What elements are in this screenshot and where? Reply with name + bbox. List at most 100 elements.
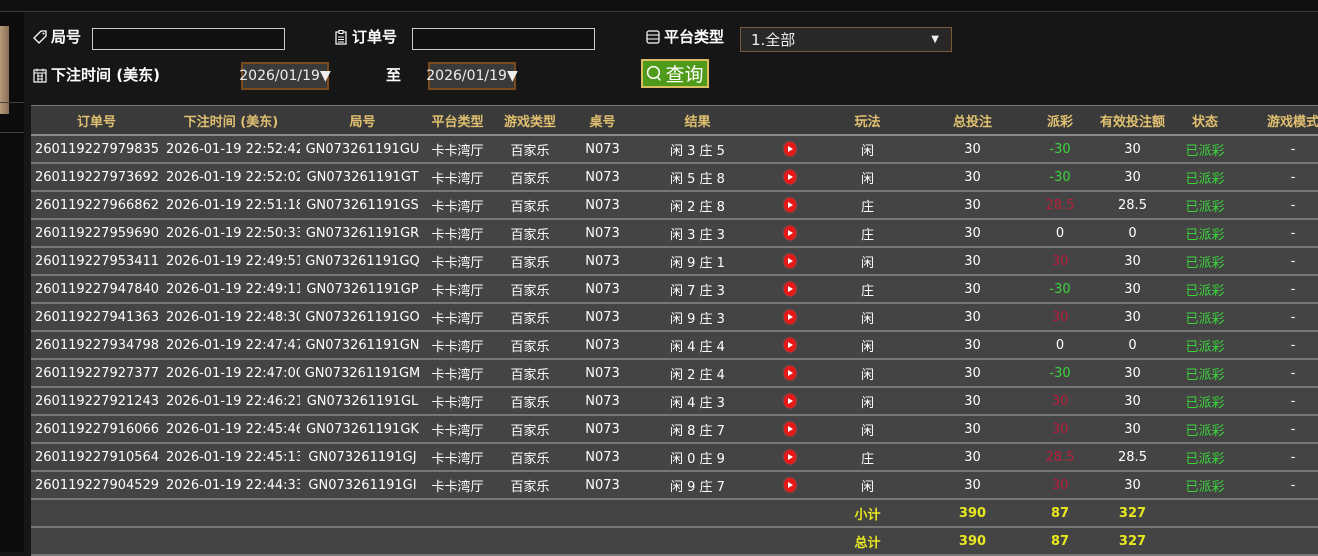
play-video-icon[interactable] (784, 394, 796, 408)
cell-valid: 30 (1090, 303, 1175, 332)
table-row: 260119227953411 2026-01-19 22:49:51 GN0732… (31, 247, 1318, 276)
round-label: 局号 (32, 26, 81, 47)
cell-time: 2026-01-19 22:45:13 (162, 443, 300, 472)
query-button[interactable]: 查询 (641, 59, 709, 88)
cell-valid: 30 (1090, 135, 1175, 164)
time-label-text: 下注时间 (美东) (51, 66, 160, 84)
subtotal-row: 小计 390 87 327 (31, 499, 1318, 528)
cell-status: 已派彩 (1175, 191, 1235, 220)
summary-cell (425, 499, 490, 528)
table-row: 260119227941363 2026-01-19 22:48:30 GN0732… (31, 303, 1318, 332)
play-video-icon[interactable] (784, 338, 796, 352)
cell-table: N073 (570, 219, 635, 248)
replay-cell (760, 331, 820, 360)
cell-bet: 庄 (820, 191, 915, 220)
play-video-icon[interactable] (784, 450, 796, 464)
cell-time: 2026-01-19 22:52:02 (162, 163, 300, 192)
cell-status: 已派彩 (1175, 275, 1235, 304)
cell-total: 30 (915, 275, 1030, 304)
order-input[interactable] (412, 28, 595, 50)
cell-time: 2026-01-19 22:48:30 (162, 303, 300, 332)
summary-cell (635, 499, 760, 528)
replay-cell (760, 163, 820, 192)
summary-cell (570, 499, 635, 528)
column-header: 派彩 (1030, 105, 1090, 136)
cell-mode: - (1235, 471, 1318, 500)
cell-status: 已派彩 (1175, 471, 1235, 500)
cell-platform: 卡卡湾厅 (425, 247, 490, 276)
cell-valid: 28.5 (1090, 191, 1175, 220)
cell-bet: 闲 (820, 415, 915, 444)
cell-order: 260119227934798 (31, 331, 162, 360)
sidebar-tab[interactable] (0, 26, 9, 114)
date-from-picker[interactable]: 2026/01/19▼ (239, 62, 331, 90)
platform-select[interactable]: 1.全部 ▼ (740, 27, 952, 52)
cell-payout: -30 (1030, 135, 1090, 164)
cell-game: 百家乐 (490, 135, 570, 164)
cell-platform: 卡卡湾厅 (425, 275, 490, 304)
cell-bet: 庄 (820, 219, 915, 248)
summary-cell: 87 (1030, 527, 1090, 556)
replay-cell (760, 247, 820, 276)
date-to-picker[interactable]: 2026/01/19▼ (426, 62, 518, 90)
cell-valid: 30 (1090, 359, 1175, 388)
column-header: 游戏模式 (1235, 105, 1318, 136)
cell-mode: - (1235, 275, 1318, 304)
summary-cell (760, 499, 820, 528)
cell-status: 已派彩 (1175, 415, 1235, 444)
cell-order: 260119227921243 (31, 387, 162, 416)
play-video-icon[interactable] (784, 282, 796, 296)
round-input[interactable] (92, 28, 285, 50)
cell-table: N073 (570, 331, 635, 360)
column-header: 有效投注额 (1090, 105, 1175, 136)
play-video-icon[interactable] (784, 310, 796, 324)
cell-platform: 卡卡湾厅 (425, 359, 490, 388)
cell-round: GN073261191GM (300, 359, 425, 388)
cell-order: 260119227966862 (31, 191, 162, 220)
play-video-icon[interactable] (784, 366, 796, 380)
top-bar (0, 0, 1318, 12)
cell-game: 百家乐 (490, 275, 570, 304)
cell-status: 已派彩 (1175, 163, 1235, 192)
tag-icon (33, 29, 47, 44)
play-video-icon[interactable] (784, 226, 796, 240)
cell-valid: 30 (1090, 275, 1175, 304)
table-row: 260119227973692 2026-01-19 22:52:02 GN0732… (31, 163, 1318, 192)
table-row: 260119227916066 2026-01-19 22:45:46 GN0732… (31, 415, 1318, 444)
play-video-icon[interactable] (784, 422, 796, 436)
table-row: 260119227904529 2026-01-19 22:44:33 GN0732… (31, 471, 1318, 500)
summary-cell (570, 527, 635, 556)
cell-payout: -30 (1030, 359, 1090, 388)
column-header: 局号 (300, 105, 425, 136)
cell-total: 30 (915, 303, 1030, 332)
play-video-icon[interactable] (784, 170, 796, 184)
cell-result: 闲 2 庄 8 (635, 191, 760, 220)
play-video-icon[interactable] (784, 478, 796, 492)
cell-round: GN073261191GS (300, 191, 425, 220)
cell-result: 闲 9 庄 3 (635, 303, 760, 332)
query-button-label: 查询 (665, 64, 704, 86)
cell-round: GN073261191GU (300, 135, 425, 164)
summary-cell: 390 (915, 527, 1030, 556)
cell-payout: -30 (1030, 275, 1090, 304)
cell-payout: 30 (1030, 247, 1090, 276)
cell-valid: 28.5 (1090, 443, 1175, 472)
cell-time: 2026-01-19 22:45:46 (162, 415, 300, 444)
play-video-icon[interactable] (784, 198, 796, 212)
cell-mode: - (1235, 219, 1318, 248)
column-header: 下注时间 (美东) (162, 105, 300, 136)
cell-total: 30 (915, 163, 1030, 192)
cell-platform: 卡卡湾厅 (425, 303, 490, 332)
play-video-icon[interactable] (784, 254, 796, 268)
cell-total: 30 (915, 387, 1030, 416)
cell-valid: 30 (1090, 415, 1175, 444)
summary-cell: 327 (1090, 527, 1175, 556)
cell-round: GN073261191GT (300, 163, 425, 192)
cell-table: N073 (570, 359, 635, 388)
cell-bet: 庄 (820, 275, 915, 304)
cell-status: 已派彩 (1175, 331, 1235, 360)
play-video-icon[interactable] (784, 142, 796, 156)
cell-mode: - (1235, 359, 1318, 388)
cell-payout: 30 (1030, 415, 1090, 444)
summary-cell: 390 (915, 499, 1030, 528)
